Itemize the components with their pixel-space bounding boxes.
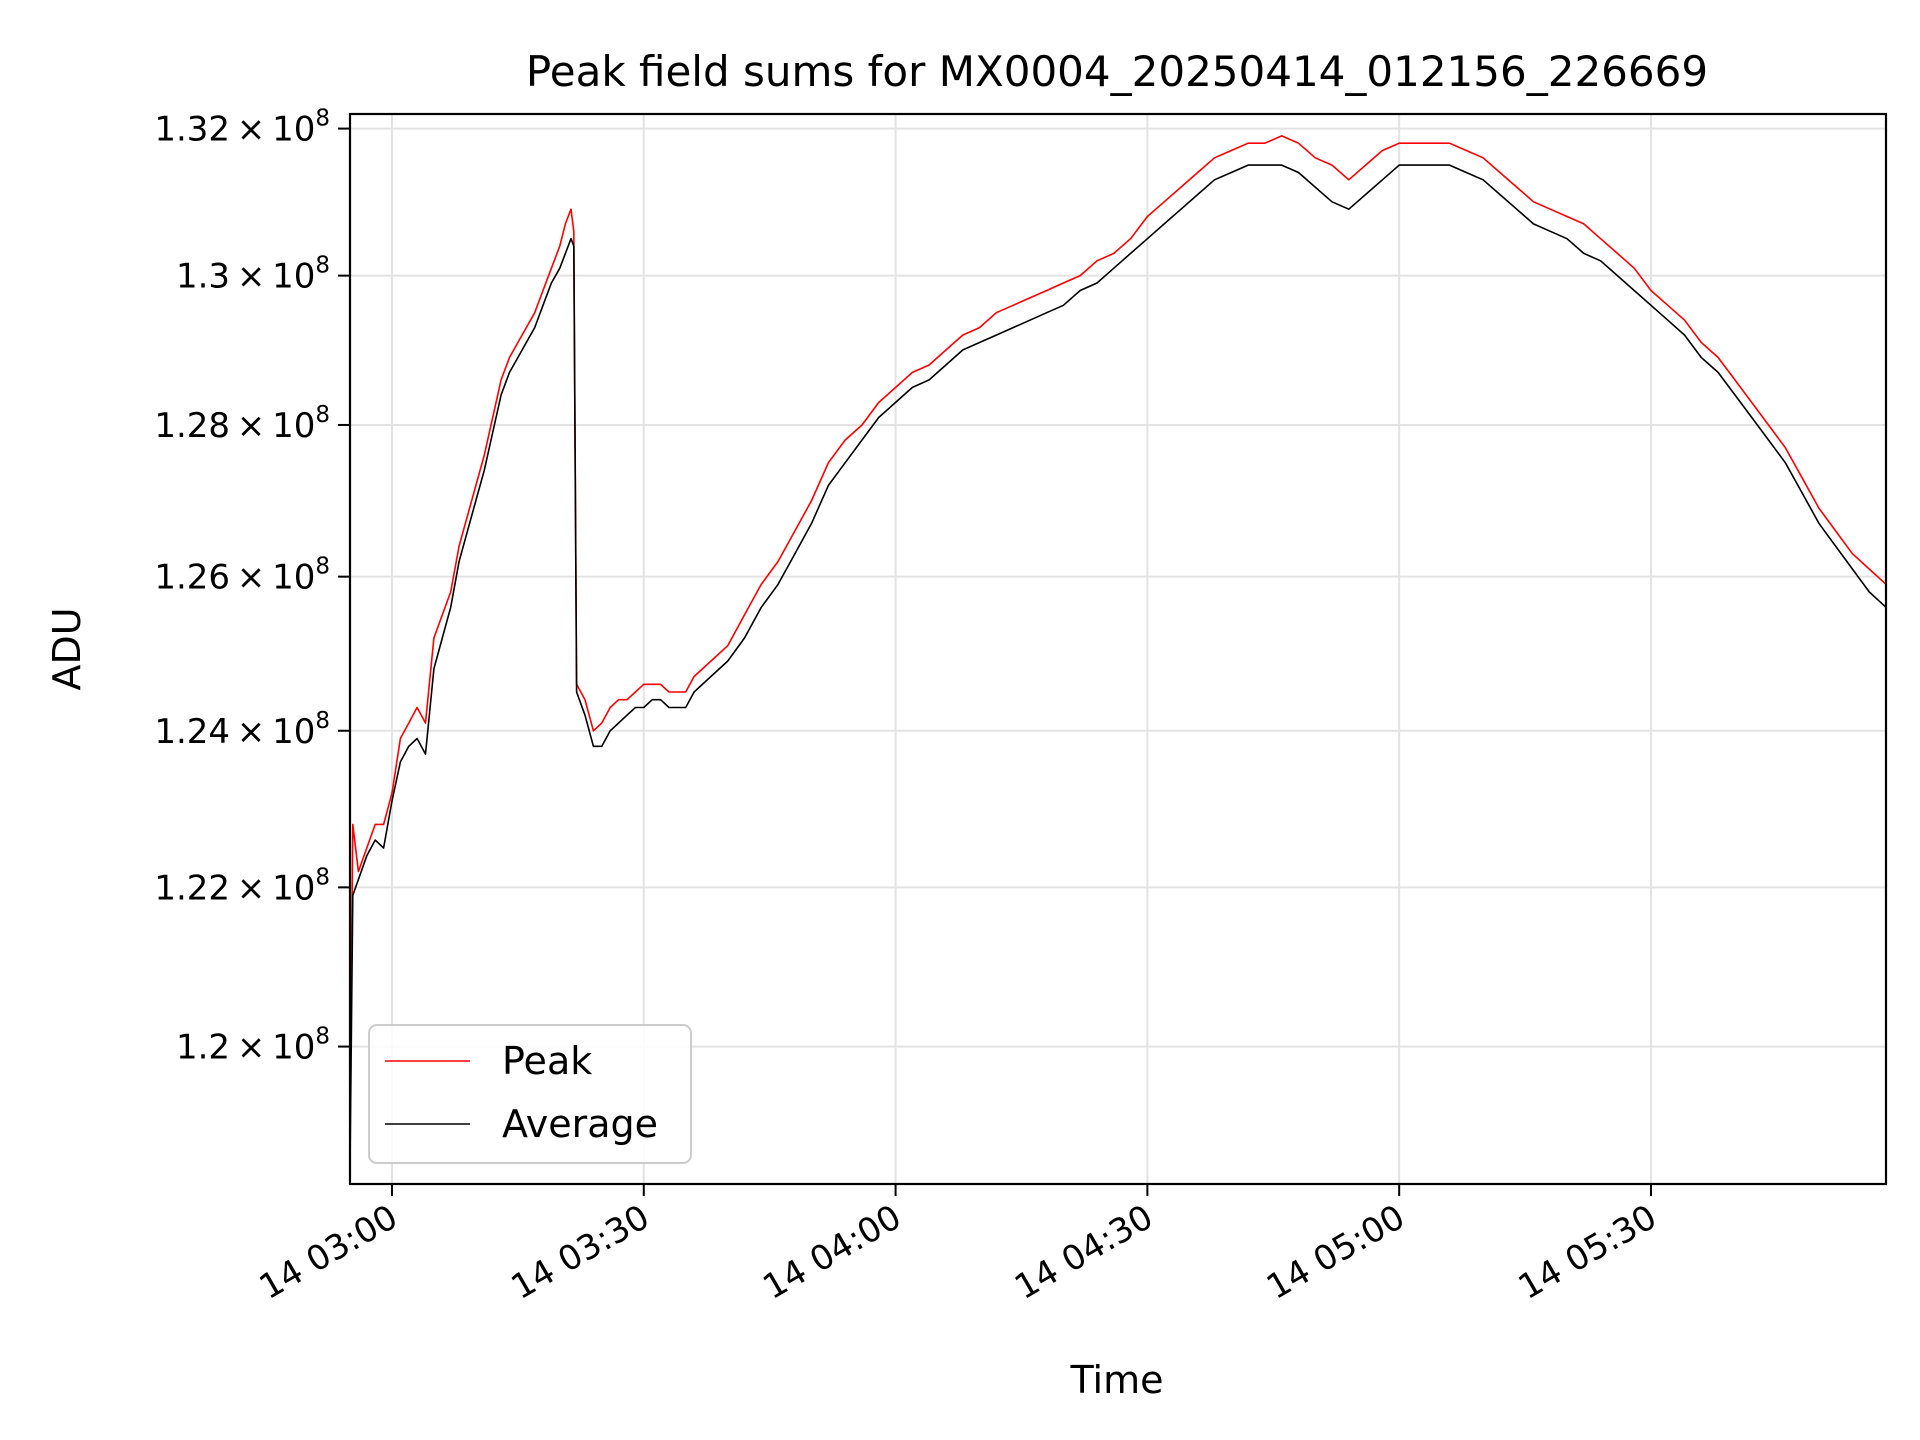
series-line-peak	[350, 135, 1886, 1128]
y-axis-label: ADU	[45, 607, 89, 690]
legend-label-average: Average	[502, 1102, 658, 1146]
series-line-average	[350, 164, 1886, 1168]
legend: Peak Average	[368, 1024, 692, 1164]
y-tick-label: 1.3 × 108	[176, 253, 330, 297]
y-tick-label: 1.24 × 108	[154, 708, 330, 752]
chart-title: Peak field sums for MX0004_20250414_0121…	[526, 47, 1708, 96]
y-tick-label: 1.26 × 108	[154, 554, 330, 598]
y-tick-label: 1.28 × 108	[154, 402, 330, 446]
plot-frame	[348, 112, 1888, 1186]
x-gridlines	[390, 114, 1652, 1184]
x-axis-label: Time	[1070, 1358, 1164, 1402]
series-layer	[350, 135, 1886, 1168]
y-tick-label: 1.2 × 108	[176, 1024, 330, 1068]
legend-label-peak: Peak	[502, 1039, 592, 1083]
y-gridlines	[350, 127, 1886, 1048]
y-tick-label: 1.32 × 108	[154, 106, 330, 150]
y-tick-label: 1.22 × 108	[154, 864, 330, 908]
legend-box	[368, 1024, 692, 1164]
y-axis-ticks: 1.2 × 108 1.22 × 108 1.24 × 108 1.26 × 108 1…	[154, 106, 350, 1068]
